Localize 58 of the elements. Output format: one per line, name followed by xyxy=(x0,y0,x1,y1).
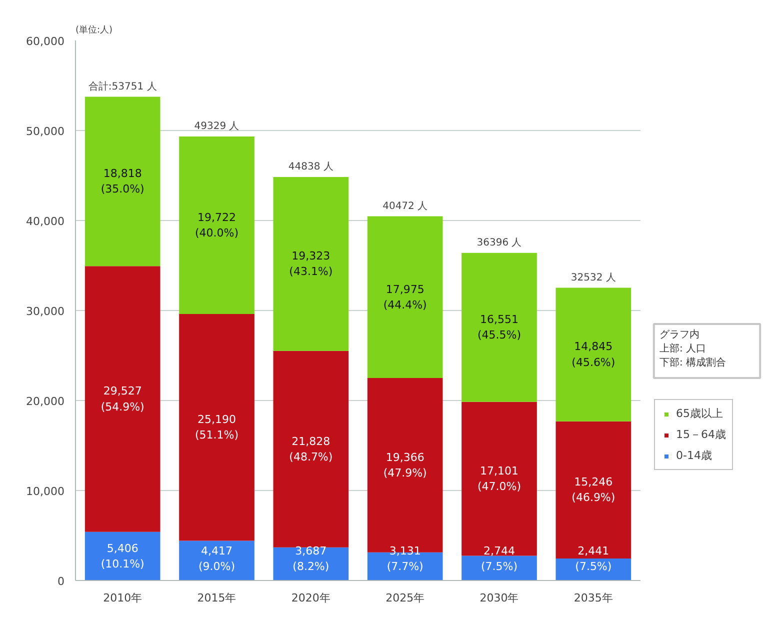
data-label: 29,527 (54.9%) xyxy=(100,384,144,414)
data-label: 5,406 (10.1%) xyxy=(100,542,144,570)
data-label: 17,101 (47.0%) xyxy=(477,464,522,494)
data-label: 21,828 (48.7%) xyxy=(289,434,333,464)
total-label: 36396 人 xyxy=(476,238,522,249)
bar xyxy=(462,556,537,580)
data-label: 25,190 (51.1%) xyxy=(194,413,239,442)
total-label: 44838 人 xyxy=(288,162,334,173)
y-tick-label: 0 xyxy=(58,575,64,588)
text: 下部: 構成割合 xyxy=(660,356,726,368)
data-label: 3,687 (8.2%) xyxy=(292,544,330,574)
data-label: 16,551 (45.5%) xyxy=(477,313,522,342)
y-tick-label: 30,000 xyxy=(26,305,65,318)
bar xyxy=(462,402,537,556)
data-label: 15,246 (46.9%) xyxy=(572,476,616,504)
data-label: 14,845 (45.6%) xyxy=(572,340,616,369)
bar xyxy=(179,136,254,314)
text: (単位:人) xyxy=(76,24,113,36)
x-tick-label: 2035年 xyxy=(574,592,613,604)
total-label: 40472 人 xyxy=(382,200,428,212)
y-tick-label: 50,000 xyxy=(26,125,65,138)
text: グラフ内 xyxy=(660,328,700,340)
bar xyxy=(556,421,632,559)
data-label: 17,975 (44.4%) xyxy=(383,282,427,312)
data-label: 19,366 (47.9%) xyxy=(383,450,427,480)
bar xyxy=(84,266,160,532)
data-label: 2,744 (7.5%) xyxy=(480,544,518,574)
total-label: 32532 人 xyxy=(570,272,616,284)
bar xyxy=(84,96,160,266)
x-tick-label: 2030年 xyxy=(480,592,519,604)
data-label: 19,722 (40.0%) xyxy=(194,210,239,240)
bar xyxy=(367,216,443,378)
bar xyxy=(84,532,160,580)
total-label: 49329 人 xyxy=(194,121,240,132)
data-label: 4,417 (9.0%) xyxy=(198,544,236,574)
legend-label: 15－64歳 xyxy=(676,427,726,442)
bar xyxy=(556,288,632,422)
total-label: 合計:53751 人 xyxy=(88,80,157,92)
legend-label: 0-14歳 xyxy=(676,448,712,463)
legend-label: 65歳以上 xyxy=(676,406,723,421)
data-label: 18,818 (35.0%) xyxy=(100,167,144,196)
bar xyxy=(179,540,254,580)
y-tick-label: 60,000 xyxy=(26,35,65,48)
x-tick-label: 2020年 xyxy=(291,592,330,604)
y-tick-label: 20,000 xyxy=(26,395,65,408)
y-tick-label: 40,000 xyxy=(26,215,65,228)
data-label: 2,441 (7.5%) xyxy=(575,544,612,574)
x-tick-label: 2025年 xyxy=(386,592,425,604)
bar xyxy=(273,176,349,351)
text: 上部: 人口 xyxy=(660,342,706,354)
x-tick-label: 2015年 xyxy=(197,592,236,604)
x-tick-label: 2010年 xyxy=(103,592,142,604)
bar xyxy=(179,314,254,541)
bar xyxy=(462,252,537,402)
bar xyxy=(273,350,349,548)
data-label: 19,323 (43.1%) xyxy=(289,250,333,278)
bar xyxy=(556,558,632,580)
y-tick-label: 10,000 xyxy=(26,485,65,498)
